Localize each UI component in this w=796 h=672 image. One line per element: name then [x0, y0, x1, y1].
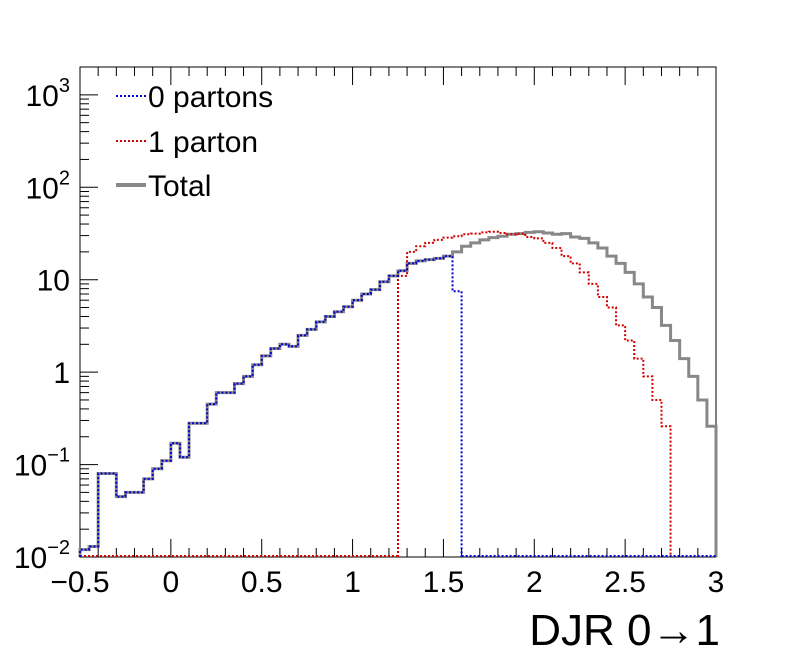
x-tick-label: 2.5 [604, 566, 646, 599]
legend-label-1-parton: 1 parton [148, 126, 258, 159]
y-tick-label: 1 [53, 357, 70, 390]
y-tick-label: 10−1 [14, 445, 70, 483]
x-tick-label: 3 [708, 566, 725, 599]
x-tick-label: 1.5 [423, 566, 465, 599]
x-axis-title: DJR 0→1 [529, 606, 720, 655]
y-tick-label: 10 [37, 265, 70, 298]
x-tick-label: 0.5 [241, 566, 283, 599]
legend-label-0-partons: 0 partons [148, 81, 273, 114]
series-0-partons-line [79, 255, 463, 557]
y-tick-label: 10−2 [14, 537, 70, 575]
series-total-line [78, 230, 718, 557]
series-1-parton-line [397, 230, 672, 557]
x-tick-label: 0 [163, 566, 180, 599]
y-tick-label: 103 [26, 75, 71, 113]
legend-label-total: Total [148, 170, 211, 203]
y-tick-label: 102 [26, 167, 71, 205]
x-tick-label: 1 [344, 566, 361, 599]
x-tick-label: −0.5 [50, 566, 109, 599]
x-tick-label: 2 [526, 566, 543, 599]
